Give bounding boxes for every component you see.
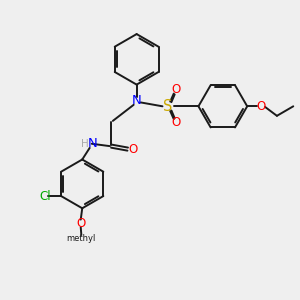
Text: O: O <box>172 116 181 129</box>
Text: O: O <box>256 100 265 113</box>
Text: methyl: methyl <box>66 234 95 243</box>
Text: H: H <box>81 139 89 149</box>
Text: O: O <box>172 83 181 97</box>
Text: Cl: Cl <box>39 190 51 202</box>
Text: O: O <box>128 142 138 156</box>
Text: N: N <box>88 137 98 150</box>
Text: O: O <box>76 217 86 230</box>
Text: S: S <box>163 99 172 114</box>
Text: N: N <box>132 94 142 107</box>
